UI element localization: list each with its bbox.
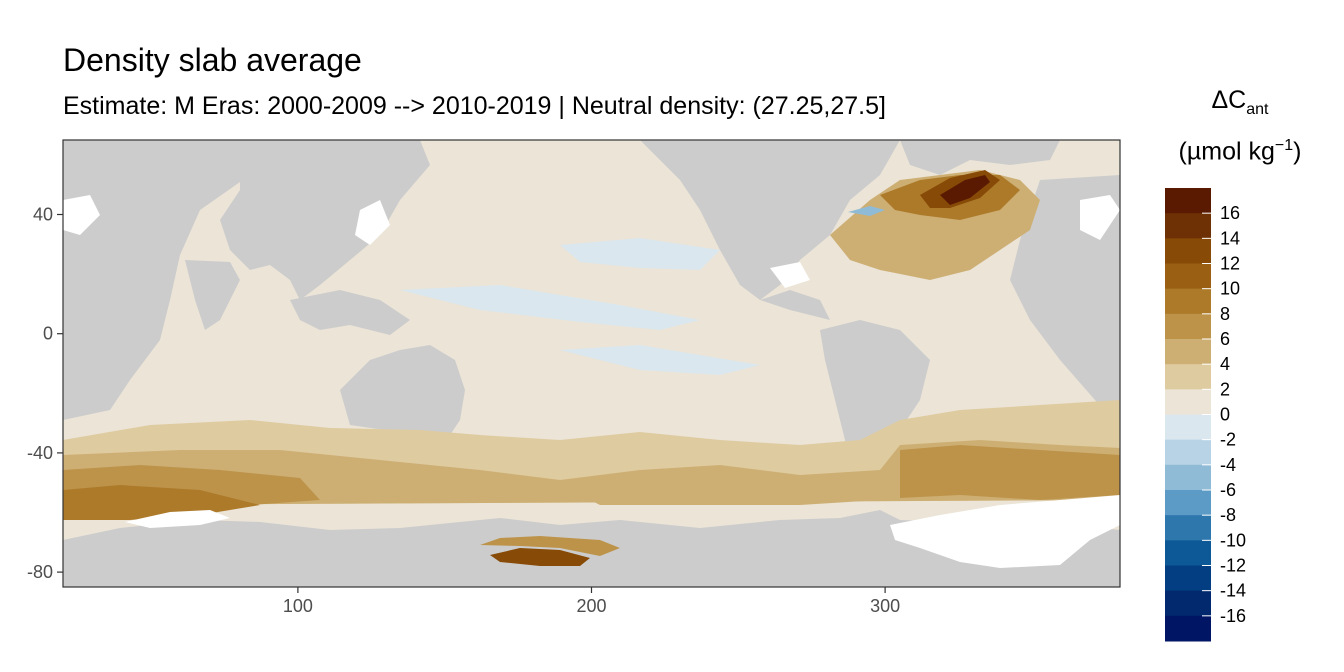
legend-swatch bbox=[1165, 439, 1211, 466]
y-tick-label: 40 bbox=[33, 205, 53, 225]
legend-label: -4 bbox=[1220, 455, 1236, 475]
land-asia bbox=[220, 140, 430, 300]
legend-swatch bbox=[1165, 238, 1211, 264]
nodata-gulf-mexico bbox=[770, 262, 810, 288]
map-panel bbox=[63, 140, 1120, 587]
legend-label: -14 bbox=[1220, 581, 1246, 601]
legend-label: -10 bbox=[1220, 530, 1246, 550]
x-tick-label: 300 bbox=[870, 596, 900, 616]
legend-label: -12 bbox=[1220, 556, 1246, 576]
region-south-atlantic-sector bbox=[900, 445, 1120, 500]
legend-label: 4 bbox=[1220, 354, 1230, 374]
legend-label: 0 bbox=[1220, 405, 1230, 425]
region-south-pacific-min bbox=[560, 345, 760, 375]
nodata-weddell-sea bbox=[890, 495, 1120, 568]
region-pacific-sector-south bbox=[560, 478, 880, 505]
legend-label: 8 bbox=[1220, 304, 1230, 324]
region-north-atlantic-peak bbox=[940, 175, 990, 205]
land-north-america bbox=[640, 140, 900, 300]
land-greenland bbox=[900, 140, 1060, 175]
land-maritime bbox=[290, 290, 410, 335]
y-tick-label: 0 bbox=[43, 324, 53, 344]
land-africa bbox=[63, 140, 250, 420]
legend-swatch bbox=[1165, 590, 1211, 617]
legend-label: -6 bbox=[1220, 480, 1236, 500]
legend-swatch bbox=[1165, 540, 1211, 566]
region-labrador-sea bbox=[848, 206, 885, 216]
y-tick-label: -80 bbox=[27, 562, 53, 582]
legend-swatch bbox=[1165, 515, 1211, 541]
legend-label: 10 bbox=[1220, 279, 1240, 299]
legend-swatch bbox=[1165, 464, 1211, 491]
legend-swatch bbox=[1165, 364, 1211, 390]
legend-label: 2 bbox=[1220, 379, 1230, 399]
legend-label: 14 bbox=[1220, 228, 1240, 248]
legend-label: 12 bbox=[1220, 254, 1240, 274]
legend-label: -2 bbox=[1220, 430, 1236, 450]
legend-unit: (µmol kg−1) bbox=[1178, 137, 1302, 166]
land-india bbox=[185, 260, 240, 330]
legend-label: -8 bbox=[1220, 505, 1236, 525]
legend-swatch bbox=[1165, 188, 1211, 214]
legend-swatch bbox=[1165, 313, 1211, 340]
x-tick-label: 100 bbox=[283, 596, 313, 616]
legend-swatch bbox=[1165, 339, 1211, 365]
region-tropical-pacific-min bbox=[560, 238, 720, 270]
land-central-america bbox=[760, 290, 830, 320]
legend-title: ΔCant bbox=[1211, 86, 1269, 118]
region-tropical-pacific-min-2 bbox=[400, 285, 700, 330]
nodata-indian-shelf bbox=[125, 510, 230, 528]
legend-label: -16 bbox=[1220, 606, 1246, 626]
legend-swatch bbox=[1165, 565, 1211, 592]
x-axis: 100 200 300 bbox=[283, 587, 900, 616]
y-tick-label: -40 bbox=[27, 443, 53, 463]
legend-swatch bbox=[1165, 490, 1211, 516]
nodata-japan bbox=[355, 200, 390, 245]
region-ross-sea bbox=[490, 548, 590, 566]
legend-swatch bbox=[1165, 615, 1211, 642]
legend-swatch bbox=[1165, 389, 1211, 415]
land-europe-africa-east bbox=[1010, 175, 1120, 430]
legend-swatch bbox=[1165, 288, 1211, 315]
y-axis: 40 0 -40 -80 bbox=[27, 205, 63, 582]
chart-subtitle: Estimate: M Eras: 2000-2009 --> 2010-201… bbox=[63, 92, 886, 120]
nodata-hudson bbox=[1080, 195, 1120, 240]
land-australia bbox=[340, 345, 465, 450]
legend-swatch bbox=[1165, 414, 1211, 441]
legend-label: 16 bbox=[1220, 203, 1240, 223]
chart-title: Density slab average bbox=[63, 42, 362, 78]
legend-label: 6 bbox=[1220, 329, 1230, 349]
legend-swatch bbox=[1165, 213, 1211, 239]
legend-swatch bbox=[1165, 263, 1211, 290]
x-tick-label: 200 bbox=[576, 596, 606, 616]
nodata-north-pacific bbox=[63, 195, 100, 235]
region-ross-sea-outer bbox=[480, 536, 620, 556]
legend-colorbar: 16 14 12 10 8 6 4 2 0 -2 -4 -6 -8 -10 -12 -14 -16 bbox=[1165, 188, 1246, 642]
